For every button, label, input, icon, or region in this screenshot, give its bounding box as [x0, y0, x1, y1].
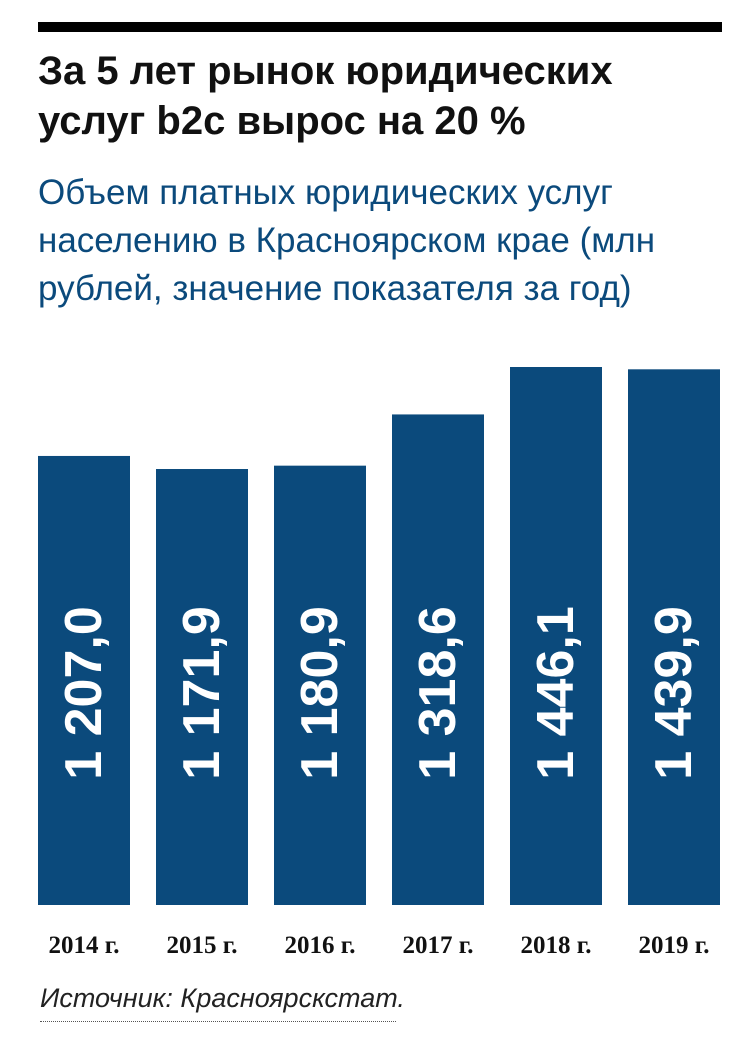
bar-value-label-4: 1 446,1 [527, 606, 585, 780]
chart-title: За 5 лет рынок юридических услуг b2c выр… [38, 49, 613, 143]
bar-4 [510, 367, 602, 905]
category-label-4: 2018 г. [520, 932, 591, 959]
bar-0 [38, 455, 130, 905]
bar-3 [392, 414, 484, 905]
category-label-0: 2014 г. [48, 932, 119, 959]
source-note: Источник: Красноярскстат. [40, 983, 405, 1013]
bar-value-label-0: 1 207,0 [55, 606, 113, 780]
category-label-2: 2016 г. [284, 932, 355, 959]
category-label-5: 2019 г. [638, 932, 709, 959]
category-label-1: 2015 г. [166, 932, 237, 959]
chart-subtitle: Объем платных юридических услуг населени… [38, 173, 656, 308]
bar-5 [628, 369, 720, 905]
bar-2 [274, 465, 366, 905]
top-rule [38, 22, 722, 32]
bar-1 [156, 469, 248, 905]
bar-chart: 1 207,0 2014 г. 1 171,9 2015 г. 1 180,9 2016 … [38, 367, 720, 959]
bar-value-label-1: 1 171,9 [173, 606, 231, 780]
bar-value-label-5: 1 439,9 [645, 606, 703, 780]
bar-value-label-3: 1 318,6 [409, 606, 467, 780]
category-label-3: 2017 г. [402, 932, 473, 959]
source-rule [40, 1021, 396, 1022]
bar-value-label-2: 1 180,9 [291, 606, 349, 780]
